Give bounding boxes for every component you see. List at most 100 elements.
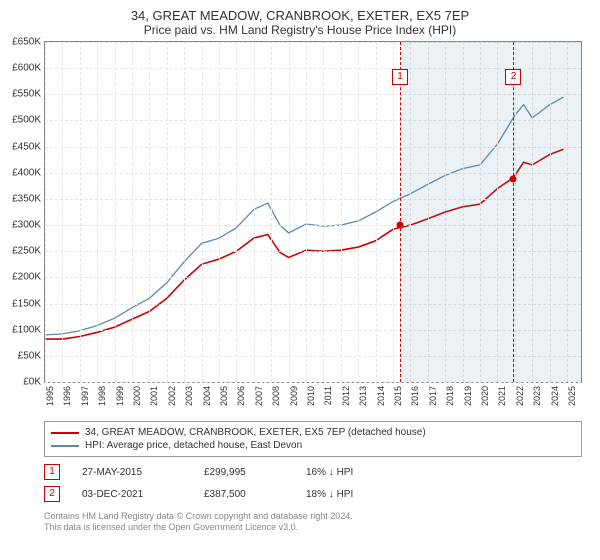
sale-price: £299,995 bbox=[204, 467, 284, 478]
gridline-v bbox=[358, 42, 359, 382]
gridline-v bbox=[184, 42, 185, 382]
gridline-h bbox=[45, 382, 581, 383]
x-tick-label: 2018 bbox=[445, 386, 455, 406]
x-tick-label: 2005 bbox=[219, 386, 229, 406]
gridline-v bbox=[289, 42, 290, 382]
y-tick-label: £250K bbox=[12, 246, 41, 257]
gridline-v bbox=[115, 42, 116, 382]
x-tick-label: 2004 bbox=[202, 386, 212, 406]
y-tick-label: £450K bbox=[12, 141, 41, 152]
sale-price: £387,500 bbox=[204, 489, 284, 500]
gridline-v bbox=[62, 42, 63, 382]
chart-area: £0K£50K£100K£150K£200K£250K£300K£350K£40… bbox=[44, 41, 582, 411]
y-tick-label: £350K bbox=[12, 193, 41, 204]
ownership-shade bbox=[400, 42, 581, 382]
x-tick-label: 1998 bbox=[97, 386, 107, 406]
x-tick-label: 2013 bbox=[358, 386, 368, 406]
sale-id-box: 1 bbox=[44, 464, 60, 480]
x-tick-label: 1997 bbox=[80, 386, 90, 406]
chart-titles: 34, GREAT MEADOW, CRANBROOK, EXETER, EX5… bbox=[0, 0, 600, 41]
sales-table: 1 27-MAY-2015 £299,995 16% ↓ HPI 2 03-DEC-202… bbox=[44, 461, 582, 505]
sale-marker-line bbox=[400, 42, 401, 382]
x-tick-label: 2000 bbox=[132, 386, 142, 406]
y-tick-label: £500K bbox=[12, 115, 41, 126]
x-tick-label: 2007 bbox=[254, 386, 264, 406]
x-tick-label: 2017 bbox=[428, 386, 438, 406]
gridline-v bbox=[271, 42, 272, 382]
x-tick-label: 1996 bbox=[62, 386, 72, 406]
gridline-v bbox=[219, 42, 220, 382]
gridline-v bbox=[202, 42, 203, 382]
gridline-v bbox=[80, 42, 81, 382]
sale-marker-label: 1 bbox=[392, 69, 408, 85]
y-tick-label: £650K bbox=[12, 37, 41, 48]
sale-marker-dot bbox=[510, 176, 517, 183]
y-tick-label: £300K bbox=[12, 220, 41, 231]
x-tick-label: 2008 bbox=[271, 386, 281, 406]
x-tick-label: 2021 bbox=[497, 386, 507, 406]
x-tick-label: 2014 bbox=[376, 386, 386, 406]
legend-item: 34, GREAT MEADOW, CRANBROOK, EXETER, EX5… bbox=[51, 426, 575, 439]
sale-row: 1 27-MAY-2015 £299,995 16% ↓ HPI bbox=[44, 461, 582, 483]
chart-title: 34, GREAT MEADOW, CRANBROOK, EXETER, EX5… bbox=[0, 8, 600, 23]
gridline-v bbox=[167, 42, 168, 382]
y-tick-label: £50K bbox=[18, 350, 41, 361]
legend-swatch bbox=[51, 432, 79, 434]
x-tick-label: 2022 bbox=[515, 386, 525, 406]
legend-item: HPI: Average price, detached house, East… bbox=[51, 439, 575, 452]
sale-marker-label: 2 bbox=[505, 69, 521, 85]
x-tick-label: 2015 bbox=[393, 386, 403, 406]
x-tick-label: 1995 bbox=[45, 386, 55, 406]
x-tick-label: 2009 bbox=[289, 386, 299, 406]
sale-row: 2 03-DEC-2021 £387,500 18% ↓ HPI bbox=[44, 483, 582, 505]
x-tick-label: 2003 bbox=[184, 386, 194, 406]
sale-delta: 16% ↓ HPI bbox=[306, 467, 353, 478]
x-tick-label: 1999 bbox=[115, 386, 125, 406]
gridline-v bbox=[97, 42, 98, 382]
sale-marker-line bbox=[513, 42, 514, 382]
gridline-v bbox=[45, 42, 46, 382]
gridline-v bbox=[306, 42, 307, 382]
y-tick-label: £600K bbox=[12, 63, 41, 74]
x-tick-label: 2023 bbox=[532, 386, 542, 406]
sale-id-box: 2 bbox=[44, 486, 60, 502]
x-tick-label: 2001 bbox=[149, 386, 159, 406]
legend-swatch bbox=[51, 445, 79, 447]
sale-delta: 18% ↓ HPI bbox=[306, 489, 353, 500]
gridline-v bbox=[323, 42, 324, 382]
x-tick-label: 2011 bbox=[323, 386, 333, 405]
y-tick-label: £400K bbox=[12, 167, 41, 178]
gridline-v bbox=[341, 42, 342, 382]
gridline-v bbox=[376, 42, 377, 382]
plot-region: £0K£50K£100K£150K£200K£250K£300K£350K£40… bbox=[44, 41, 582, 383]
x-tick-label: 2002 bbox=[167, 386, 177, 406]
gridline-v bbox=[254, 42, 255, 382]
footer-line: This data is licensed under the Open Gov… bbox=[44, 522, 582, 533]
y-tick-label: £0K bbox=[23, 377, 41, 388]
gridline-v bbox=[149, 42, 150, 382]
y-tick-label: £150K bbox=[12, 298, 41, 309]
sale-date: 03-DEC-2021 bbox=[82, 489, 182, 500]
legend: 34, GREAT MEADOW, CRANBROOK, EXETER, EX5… bbox=[44, 421, 582, 457]
x-tick-label: 2010 bbox=[306, 386, 316, 406]
chart-subtitle: Price paid vs. HM Land Registry's House … bbox=[0, 23, 600, 37]
gridline-v bbox=[236, 42, 237, 382]
x-tick-label: 2006 bbox=[236, 386, 246, 406]
x-tick-label: 2024 bbox=[550, 386, 560, 406]
sale-marker-dot bbox=[397, 222, 404, 229]
x-tick-label: 2019 bbox=[463, 386, 473, 406]
x-tick-label: 2012 bbox=[341, 386, 351, 406]
footer-line: Contains HM Land Registry data © Crown c… bbox=[44, 511, 582, 522]
legend-label: 34, GREAT MEADOW, CRANBROOK, EXETER, EX5… bbox=[85, 427, 426, 438]
sale-date: 27-MAY-2015 bbox=[82, 467, 182, 478]
y-tick-label: £200K bbox=[12, 272, 41, 283]
gridline-v bbox=[393, 42, 394, 382]
x-tick-label: 2025 bbox=[567, 386, 577, 406]
y-tick-label: £550K bbox=[12, 89, 41, 100]
x-tick-label: 2016 bbox=[410, 386, 420, 406]
footer-attribution: Contains HM Land Registry data © Crown c… bbox=[44, 511, 582, 534]
gridline-v bbox=[132, 42, 133, 382]
x-tick-label: 2020 bbox=[480, 386, 490, 406]
y-tick-label: £100K bbox=[12, 324, 41, 335]
legend-label: HPI: Average price, detached house, East… bbox=[85, 440, 302, 451]
